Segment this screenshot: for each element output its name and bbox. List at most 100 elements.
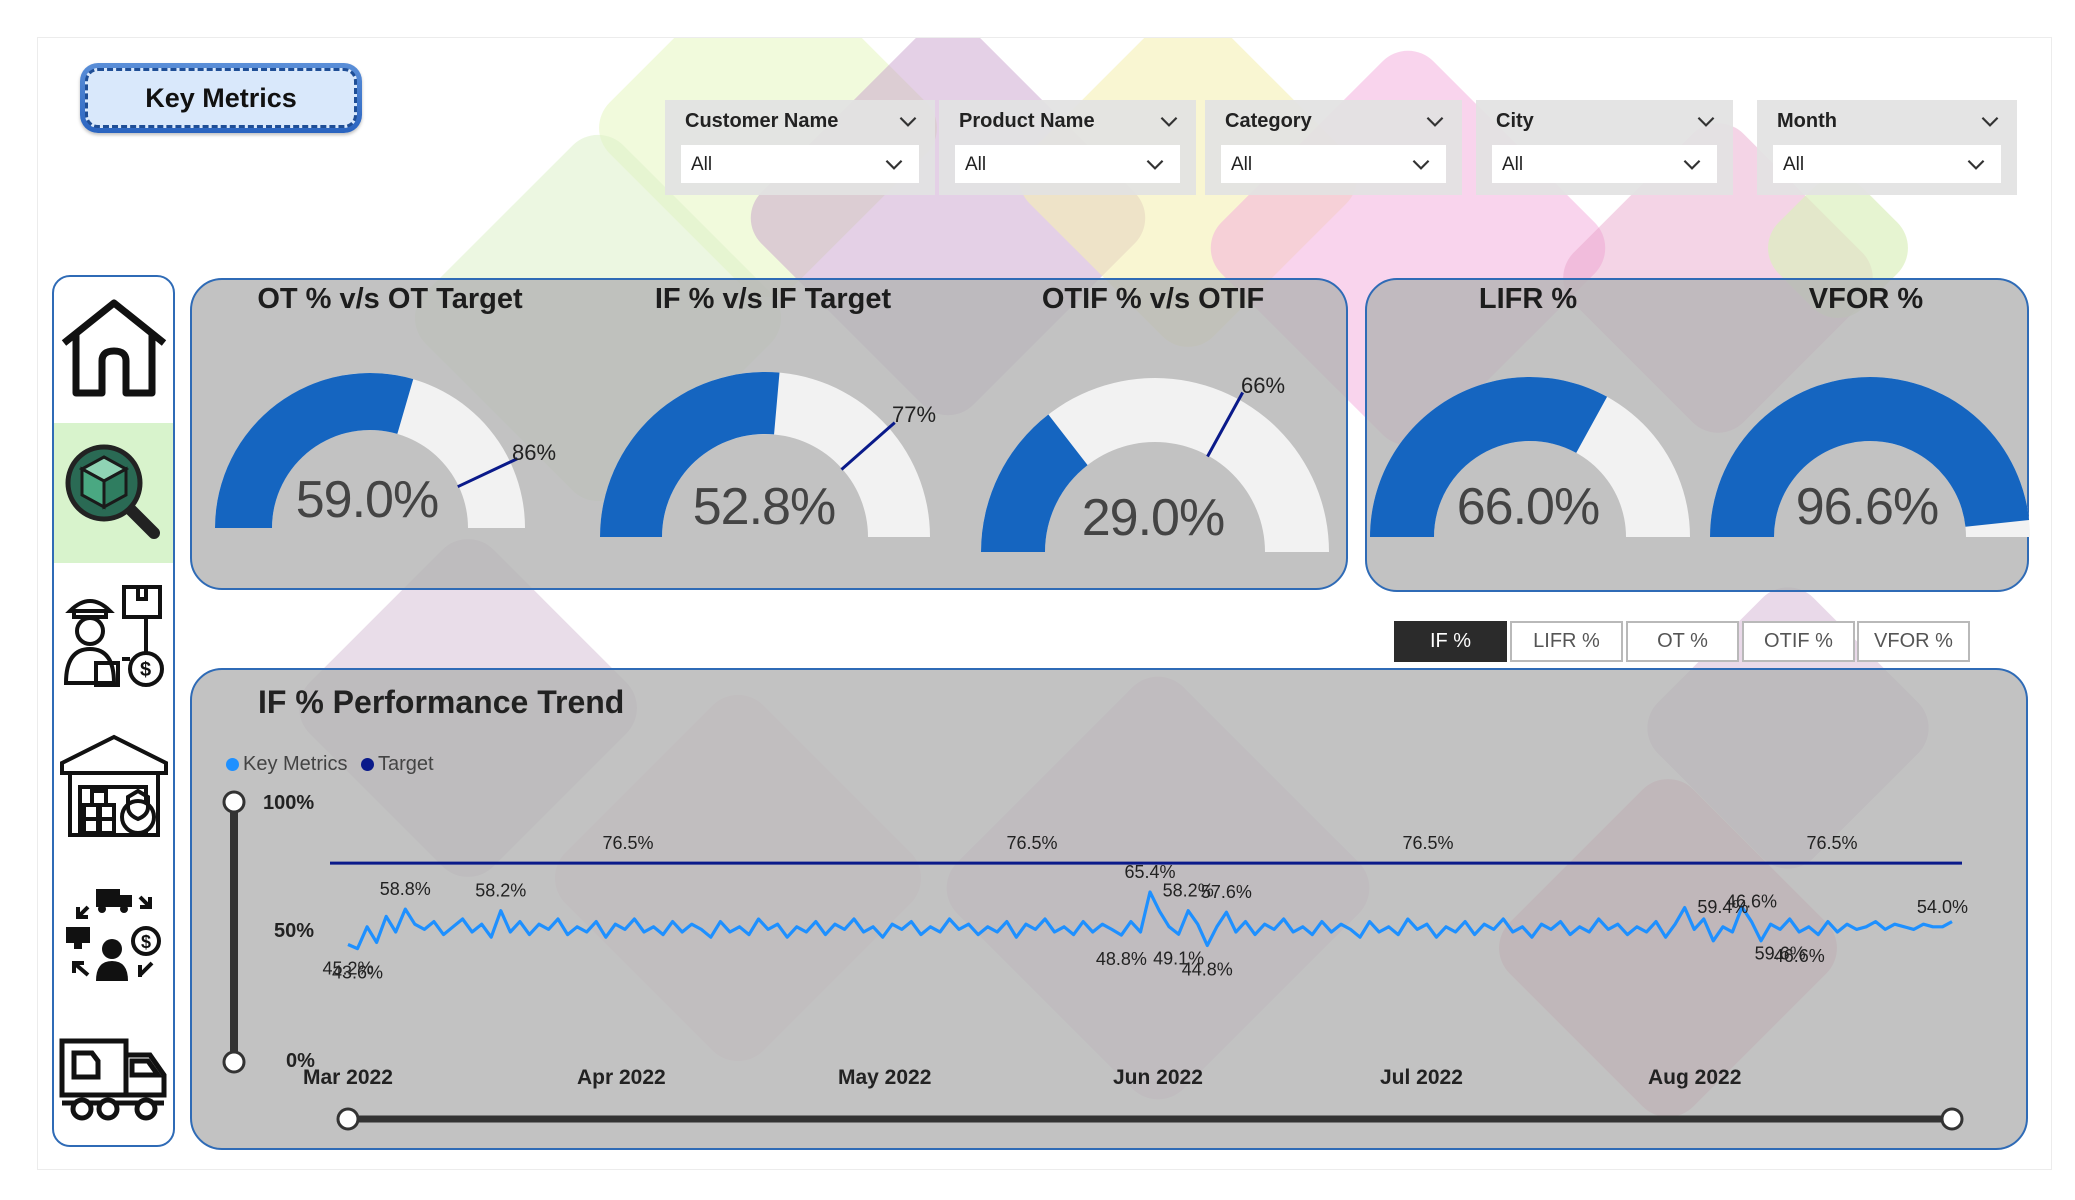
y-axis-label: 100% xyxy=(263,792,315,814)
filter-value: All xyxy=(1502,154,1524,175)
x-axis-label: Jul 2022 xyxy=(1380,1066,1463,1089)
nav-warehouse[interactable] xyxy=(54,715,173,855)
svg-text:$: $ xyxy=(140,659,151,681)
gauge-value: 52.8% xyxy=(692,478,836,536)
filter-month[interactable]: Month All xyxy=(1757,100,2017,195)
target-data-label: 76.5% xyxy=(1402,833,1453,853)
chevron-down-icon[interactable] xyxy=(1693,108,1719,134)
x-axis-label: Apr 2022 xyxy=(577,1066,666,1089)
series-data-label: 58.2% xyxy=(1163,881,1214,901)
nav-worker-delivery[interactable]: $ xyxy=(54,569,173,709)
chevron-down-icon[interactable] xyxy=(1977,108,2003,134)
gauge-value: 66.0% xyxy=(1456,478,1600,536)
series-data-label: 49.1% xyxy=(1153,948,1204,968)
legend-label: Target xyxy=(378,753,434,775)
target-data-label: 76.5% xyxy=(1006,833,1057,853)
chevron-down-icon xyxy=(1412,159,1430,170)
trend-panel xyxy=(190,668,2028,1150)
chevron-down-icon xyxy=(1683,159,1701,170)
gauge-target-label: 77% xyxy=(892,402,937,427)
y-range-handle-top[interactable] xyxy=(222,790,246,814)
series-data-label: 44.8% xyxy=(1182,960,1233,980)
filter-value: All xyxy=(1231,154,1253,175)
target-data-label: 76.5% xyxy=(1806,833,1857,853)
x-range-handle-left[interactable] xyxy=(336,1107,360,1131)
tab-otif[interactable]: OTIF % xyxy=(1742,621,1855,662)
series-data-label: 58.2% xyxy=(475,881,526,901)
home-icon xyxy=(61,299,166,397)
svg-text:$: $ xyxy=(141,932,151,952)
key-metrics-label: Key Metrics xyxy=(85,68,357,128)
chevron-down-icon[interactable] xyxy=(1422,108,1448,134)
chevron-down-icon xyxy=(1146,159,1164,170)
legend-marker xyxy=(361,758,374,771)
target-data-label: 76.5% xyxy=(602,833,653,853)
filter-category[interactable]: Category All xyxy=(1205,100,1462,195)
filter-product-name[interactable]: Product Name All xyxy=(939,100,1196,195)
nav-home[interactable] xyxy=(54,277,173,417)
series-data-label: 46.6% xyxy=(1774,946,1825,966)
series-data-label: 59.4% xyxy=(1697,897,1748,917)
x-axis-label: Jun 2022 xyxy=(1113,1066,1203,1089)
filter-label: Customer Name xyxy=(685,110,839,132)
gauge-value: 59.0% xyxy=(295,471,439,529)
gauge-value: 96.6% xyxy=(1795,478,1939,536)
tab-lifr[interactable]: LIFR % xyxy=(1510,621,1623,662)
gauge-target-label: 66% xyxy=(1241,373,1286,398)
tab-vfor[interactable]: VFOR % xyxy=(1857,621,1970,662)
filter-value: All xyxy=(965,154,987,175)
x-range-handle-right[interactable] xyxy=(1940,1107,1964,1131)
gauge-title: OT % v/s OT Target xyxy=(257,283,523,315)
filter-value: All xyxy=(1783,154,1805,175)
x-axis-label: Mar 2022 xyxy=(303,1066,393,1089)
legend-key-metrics[interactable]: Key Metrics xyxy=(226,753,347,776)
filter-customer-name[interactable]: Customer Name All xyxy=(665,100,935,195)
filter-label: Category xyxy=(1225,110,1312,132)
gauge-title: IF % v/s IF Target xyxy=(654,283,892,315)
key-metrics-button[interactable]: Key Metrics xyxy=(80,63,362,133)
filter-label: Product Name xyxy=(959,110,1095,132)
tab-if[interactable]: IF % xyxy=(1394,621,1507,662)
gauge-title: LIFR % xyxy=(1478,283,1578,315)
filter-dropdown[interactable]: All xyxy=(681,145,919,183)
gauge-title: VFOR % xyxy=(1808,283,1924,315)
legend-marker xyxy=(226,758,239,771)
y-axis-label: 50% xyxy=(274,920,315,942)
legend-target[interactable]: Target xyxy=(361,753,434,776)
nav-logistics[interactable]: $ xyxy=(54,861,173,1001)
x-axis-label: May 2022 xyxy=(838,1066,932,1089)
series-data-label: 57.6% xyxy=(1201,882,1252,902)
y-axis-label: 0% xyxy=(286,1050,315,1072)
package-search-icon xyxy=(65,444,160,539)
series-data-label: 65.4% xyxy=(1124,862,1175,882)
filter-dropdown[interactable]: All xyxy=(1492,145,1717,183)
filter-label: City xyxy=(1496,110,1534,132)
legend-label: Key Metrics xyxy=(243,753,348,775)
series-data-label: 59.6% xyxy=(1755,943,1806,963)
y-range-handle-bottom[interactable] xyxy=(222,1050,246,1074)
filter-dropdown[interactable]: All xyxy=(955,145,1180,183)
chevron-down-icon[interactable] xyxy=(1156,108,1182,134)
gauge-value: 29.0% xyxy=(1081,489,1225,547)
tab-ot[interactable]: OT % xyxy=(1626,621,1739,662)
filter-city[interactable]: City All xyxy=(1476,100,1733,195)
chevron-down-icon xyxy=(1967,159,1985,170)
nav-package-search[interactable] xyxy=(54,423,173,563)
filter-value: All xyxy=(691,154,713,175)
trend-title: IF % Performance Trend xyxy=(258,684,625,720)
chevron-down-icon[interactable] xyxy=(895,108,921,134)
series-data-label: 48.8% xyxy=(1096,949,1147,969)
worker-delivery-icon: $ xyxy=(63,585,164,687)
key-metrics-line xyxy=(347,890,1953,951)
series-data-label: 43.6% xyxy=(332,963,383,983)
filter-label: Month xyxy=(1777,110,1837,132)
chevron-down-icon xyxy=(885,159,903,170)
series-data-label: 58.8% xyxy=(380,879,431,899)
filter-dropdown[interactable]: All xyxy=(1773,145,2001,183)
nav-delivery-truck[interactable] xyxy=(54,1007,173,1145)
series-data-label: 46.6% xyxy=(1726,892,1777,912)
filter-dropdown[interactable]: All xyxy=(1221,145,1446,183)
gauge-target-label: 86% xyxy=(512,440,557,465)
left-nav: $ xyxy=(52,275,175,1147)
